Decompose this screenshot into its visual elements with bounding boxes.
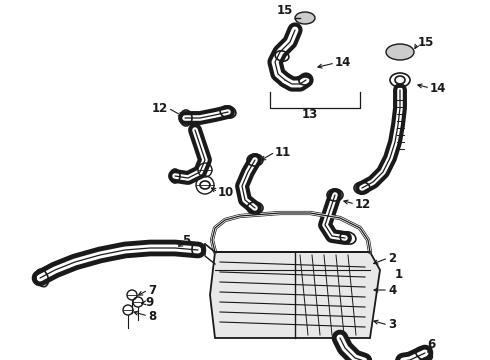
Text: 8: 8 [148, 310, 156, 323]
Text: 15: 15 [418, 36, 434, 49]
Text: 10: 10 [218, 185, 234, 198]
Text: 4: 4 [388, 284, 396, 297]
Text: 6: 6 [427, 338, 435, 351]
Text: 9: 9 [145, 297, 153, 310]
Text: 14: 14 [430, 81, 446, 94]
Text: 12: 12 [152, 102, 168, 114]
Text: 5: 5 [182, 234, 190, 247]
Text: 13: 13 [302, 108, 318, 122]
Text: 15: 15 [277, 4, 293, 17]
Text: 2: 2 [388, 252, 396, 265]
Ellipse shape [295, 12, 315, 24]
Polygon shape [210, 252, 380, 338]
Text: 3: 3 [388, 319, 396, 332]
Text: 14: 14 [335, 57, 351, 69]
Ellipse shape [386, 44, 414, 60]
Text: 11: 11 [275, 145, 291, 158]
Text: 7: 7 [148, 284, 156, 297]
Text: 1: 1 [395, 269, 403, 282]
Text: 12: 12 [355, 198, 371, 211]
